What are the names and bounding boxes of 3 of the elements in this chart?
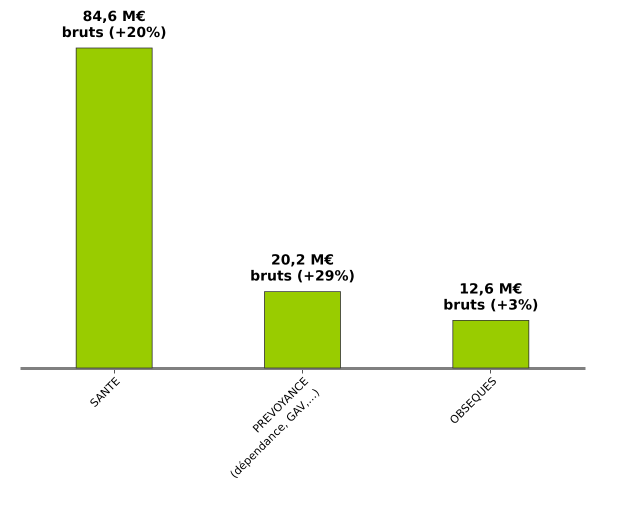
data-label: 12,6 M€ bruts (+3%) — [443, 281, 538, 314]
data-label: 84,6 M€ bruts (+20%) — [62, 9, 167, 41]
data-label: 20,2 M€ bruts (+29%) — [250, 252, 355, 285]
